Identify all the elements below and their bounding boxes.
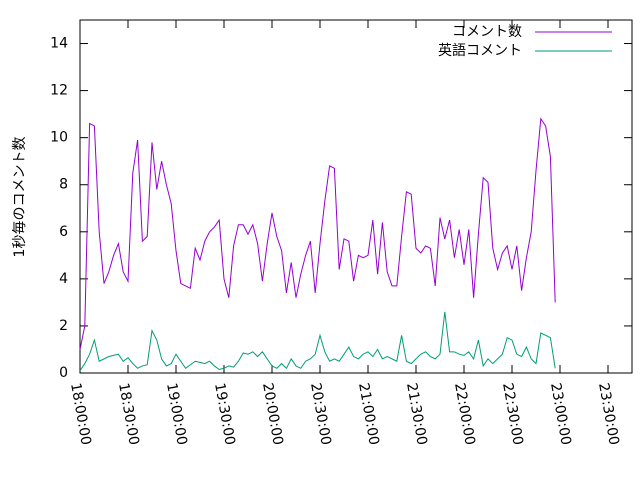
plot-border — [79, 19, 633, 374]
y-tick-label: 2 — [59, 318, 68, 334]
y-tick-label: 0 — [59, 365, 68, 381]
y-tick-label: 10 — [50, 130, 68, 146]
x-tick-label: 20:30:00 — [307, 382, 334, 447]
y-tick-label: 14 — [50, 36, 68, 52]
y-tick-label: 8 — [59, 177, 68, 193]
x-tick-label: 22:00:00 — [451, 382, 478, 447]
series-line — [79, 311, 556, 371]
y-axis-label: 1秒毎のコメント数 — [12, 137, 28, 258]
x-tick-label: 23:30:00 — [595, 382, 622, 447]
x-tick-label: 21:00:00 — [355, 382, 382, 447]
x-tick-label: 19:00:00 — [163, 382, 190, 447]
x-tick-label: 18:00:00 — [67, 382, 94, 447]
y-tick-label: 4 — [59, 271, 68, 287]
legend-label: 英語コメント — [438, 42, 522, 59]
legend-label: コメント数 — [452, 24, 522, 40]
x-tick-label: 20:00:00 — [259, 382, 286, 447]
x-tick-label: 21:30:00 — [403, 382, 430, 447]
x-tick-label: 23:00:00 — [547, 382, 574, 447]
y-tick-label: 12 — [50, 83, 68, 99]
y-tick-label: 6 — [59, 224, 68, 240]
x-tick-label: 19:30:00 — [211, 382, 238, 447]
series-line — [79, 117, 556, 350]
x-tick-label: 22:30:00 — [499, 382, 526, 447]
x-tick-label: 18:30:00 — [115, 382, 142, 447]
